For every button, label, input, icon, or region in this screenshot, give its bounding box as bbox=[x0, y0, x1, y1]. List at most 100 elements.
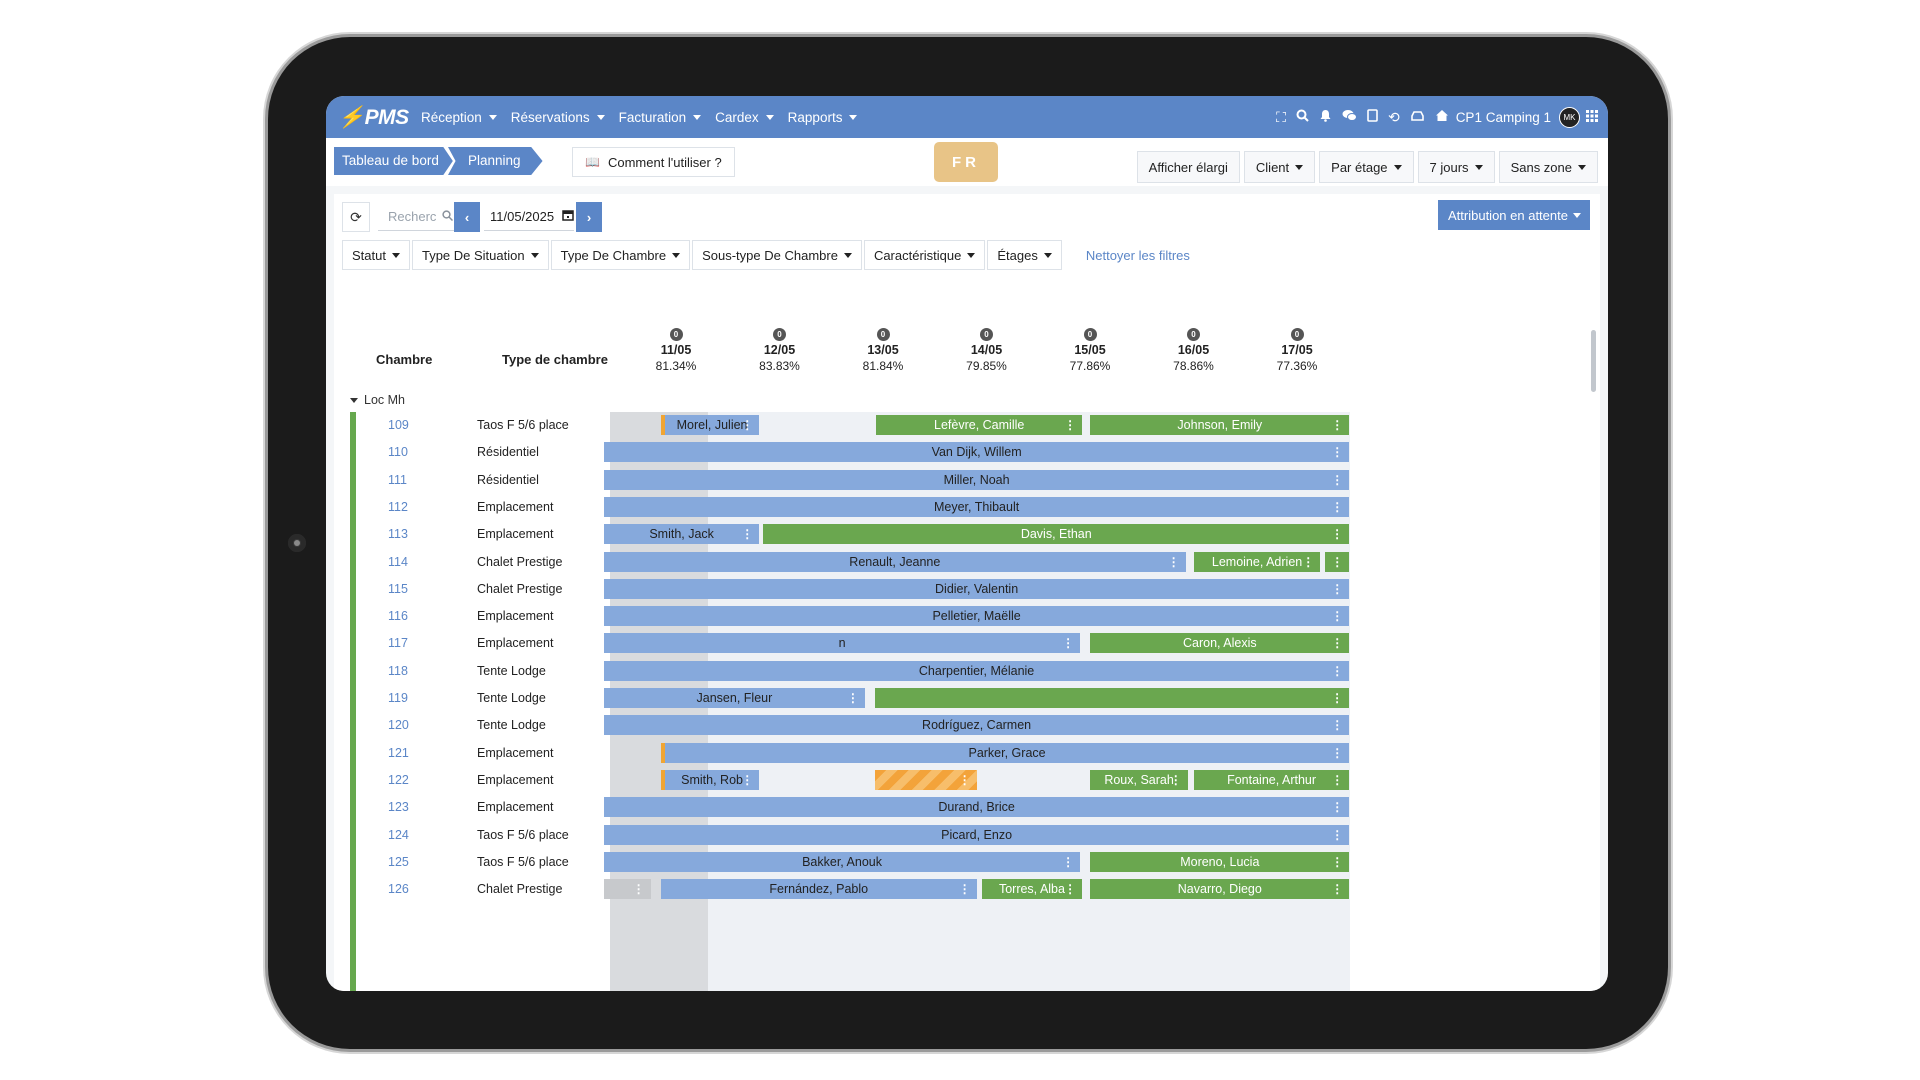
booking-bar[interactable]: Torres, Alba ⋮ bbox=[981, 879, 1083, 900]
apps-grid-icon[interactable] bbox=[1586, 109, 1598, 125]
more-options-icon[interactable]: ⋮ bbox=[741, 772, 754, 787]
chat-icon[interactable] bbox=[1342, 109, 1357, 125]
room-number-link[interactable]: 123 bbox=[388, 800, 409, 815]
more-options-icon[interactable]: ⋮ bbox=[1331, 581, 1344, 596]
zone-dropdown[interactable]: Sans zone bbox=[1498, 151, 1598, 183]
booking-bar[interactable]: Jansen, Fleur ⋮ bbox=[604, 688, 865, 708]
booking-bar[interactable]: Caron, Alexis ⋮ bbox=[1090, 633, 1350, 654]
room-number-link[interactable]: 120 bbox=[388, 718, 409, 733]
more-options-icon[interactable]: ⋮ bbox=[1169, 772, 1182, 787]
day-header-3[interactable]: 0 14/05 79.85% bbox=[935, 328, 1039, 373]
scrollbar[interactable] bbox=[1591, 330, 1596, 392]
date-field[interactable]: 11/05/2025 bbox=[484, 202, 574, 231]
history-icon[interactable]: ⟲ bbox=[1387, 108, 1400, 125]
room-number-link[interactable]: 126 bbox=[388, 882, 409, 897]
car-icon[interactable] bbox=[1410, 109, 1425, 125]
more-options-icon[interactable]: ⋮ bbox=[1331, 772, 1344, 787]
show-wide-button[interactable]: Afficher élargi bbox=[1136, 151, 1240, 183]
how-to-button[interactable]: 📖 Comment l'utiliser ? bbox=[572, 147, 735, 177]
calendar-icon[interactable] bbox=[562, 209, 574, 224]
refresh-button[interactable]: ⟳ bbox=[342, 202, 370, 232]
more-options-icon[interactable]: ⋮ bbox=[1331, 718, 1344, 733]
room-number-link[interactable]: 119 bbox=[388, 691, 408, 705]
clear-filters-link[interactable]: Nettoyer les filtres bbox=[1085, 247, 1190, 263]
room-number-link[interactable]: 117 bbox=[388, 636, 408, 651]
more-options-icon[interactable]: ⋮ bbox=[1331, 800, 1344, 815]
filter-floors[interactable]: Étages bbox=[987, 240, 1062, 270]
booking-bar[interactable]: Picard, Enzo ⋮ bbox=[604, 824, 1350, 845]
room-number-link[interactable]: 115 bbox=[388, 581, 408, 596]
room-number-link[interactable]: 113 bbox=[388, 527, 408, 542]
more-options-icon[interactable]: ⋮ bbox=[1064, 418, 1077, 432]
booking-bar[interactable]: ⋮ bbox=[875, 688, 1350, 708]
booking-bar[interactable]: Rodríguez, Carmen ⋮ bbox=[604, 715, 1350, 736]
booking-bar[interactable]: n ⋮ bbox=[604, 633, 1081, 654]
booking-bar[interactable]: Navarro, Diego ⋮ bbox=[1090, 879, 1350, 900]
booking-bar[interactable]: Van Dijk, Willem ⋮ bbox=[604, 442, 1350, 463]
breadcrumb-home[interactable]: Tableau de bord bbox=[334, 147, 453, 175]
menu-rapports[interactable]: Rapports bbox=[788, 110, 858, 125]
booking-bar[interactable]: Parker, Grace ⋮ bbox=[660, 742, 1350, 763]
more-options-icon[interactable]: ⋮ bbox=[1331, 609, 1344, 624]
more-options-icon[interactable]: ⋮ bbox=[958, 882, 971, 897]
next-date-button[interactable]: › bbox=[576, 202, 602, 232]
booking-bar[interactable]: Lemoine, Adrien ⋮ bbox=[1193, 551, 1321, 572]
more-options-icon[interactable]: ⋮ bbox=[1331, 445, 1344, 460]
room-number-link[interactable]: 121 bbox=[388, 745, 409, 760]
more-options-icon[interactable]: ⋮ bbox=[1062, 854, 1075, 869]
more-options-icon[interactable]: ⋮ bbox=[741, 418, 754, 432]
pending-attribution-button[interactable]: Attribution en attente bbox=[1438, 200, 1590, 230]
more-options-icon[interactable]: ⋮ bbox=[1331, 472, 1344, 487]
day-header-6[interactable]: 0 17/05 77.36% bbox=[1245, 328, 1349, 373]
more-options-icon[interactable]: ⋮ bbox=[1331, 554, 1344, 569]
search-icon[interactable] bbox=[1296, 109, 1309, 125]
more-options-icon[interactable]: ⋮ bbox=[958, 772, 971, 787]
room-number-link[interactable]: 122 bbox=[388, 772, 409, 787]
more-options-icon[interactable]: ⋮ bbox=[1331, 418, 1344, 432]
day-header-4[interactable]: 0 15/05 77.86% bbox=[1038, 328, 1142, 373]
more-options-icon[interactable]: ⋮ bbox=[741, 527, 754, 542]
room-number-link[interactable]: 110 bbox=[388, 445, 408, 460]
booking-bar[interactable]: Renault, Jeanne ⋮ bbox=[604, 551, 1186, 572]
more-options-icon[interactable]: ⋮ bbox=[1331, 854, 1344, 869]
more-options-icon[interactable]: ⋮ bbox=[1331, 827, 1344, 842]
room-number-link[interactable]: 112 bbox=[388, 499, 408, 514]
day-header-1[interactable]: 0 12/05 83.83% bbox=[728, 328, 832, 373]
booking-bar[interactable]: Fontaine, Arthur ⋮ bbox=[1193, 769, 1350, 790]
home-icon[interactable] bbox=[1435, 109, 1449, 125]
booking-bar[interactable]: ⋮ bbox=[1325, 551, 1350, 572]
day-header-2[interactable]: 0 13/05 81.84% bbox=[831, 328, 935, 373]
booking-bar[interactable]: Fernández, Pablo ⋮ bbox=[660, 879, 977, 900]
day-header-5[interactable]: 0 16/05 78.86% bbox=[1142, 328, 1246, 373]
filter-feature[interactable]: Caractéristique bbox=[863, 240, 986, 270]
room-number-link[interactable]: 109 bbox=[388, 418, 409, 432]
floor-dropdown[interactable]: Par étage bbox=[1319, 151, 1414, 183]
booking-bar[interactable]: Charpentier, Mélanie ⋮ bbox=[604, 660, 1350, 681]
tablet-icon[interactable] bbox=[1367, 109, 1378, 125]
language-badge[interactable]: FR bbox=[934, 142, 998, 182]
booking-bar[interactable]: Moreno, Lucia ⋮ bbox=[1090, 851, 1350, 872]
menu-reservations[interactable]: Réservations bbox=[511, 110, 605, 125]
filter-status[interactable]: Statut bbox=[342, 240, 410, 270]
booking-bar[interactable]: Meyer, Thibault ⋮ bbox=[604, 496, 1350, 517]
room-number-link[interactable]: 116 bbox=[388, 609, 408, 624]
more-options-icon[interactable]: ⋮ bbox=[1167, 554, 1180, 569]
booking-bar[interactable]: Roux, Sarah ⋮ bbox=[1090, 769, 1188, 790]
booking-bar[interactable]: Morel, Julien ⋮ bbox=[660, 415, 760, 435]
more-options-icon[interactable]: ⋮ bbox=[1331, 882, 1344, 897]
more-options-icon[interactable]: ⋮ bbox=[1331, 527, 1344, 542]
filter-situation-type[interactable]: Type De Situation bbox=[411, 240, 549, 270]
booking-bar[interactable]: Bakker, Anouk ⋮ bbox=[604, 851, 1081, 872]
booking-bar[interactable]: Smith, Rob ⋮ bbox=[660, 769, 760, 790]
booking-bar[interactable]: Davis, Ethan ⋮ bbox=[763, 524, 1350, 545]
menu-cardex[interactable]: Cardex bbox=[715, 110, 774, 125]
booking-bar[interactable]: Lefèvre, Camille ⋮ bbox=[876, 415, 1083, 435]
more-options-icon[interactable]: ⋮ bbox=[1331, 691, 1344, 705]
more-options-icon[interactable]: ⋮ bbox=[1331, 663, 1344, 678]
booking-bar[interactable]: Pelletier, Maëlle ⋮ bbox=[604, 606, 1350, 627]
more-options-icon[interactable]: ⋮ bbox=[632, 882, 645, 897]
room-number-link[interactable]: 125 bbox=[388, 854, 409, 869]
booking-bar[interactable]: ⋮ bbox=[604, 879, 651, 900]
avatar[interactable]: MK bbox=[1559, 106, 1580, 128]
more-options-icon[interactable]: ⋮ bbox=[1302, 554, 1315, 569]
